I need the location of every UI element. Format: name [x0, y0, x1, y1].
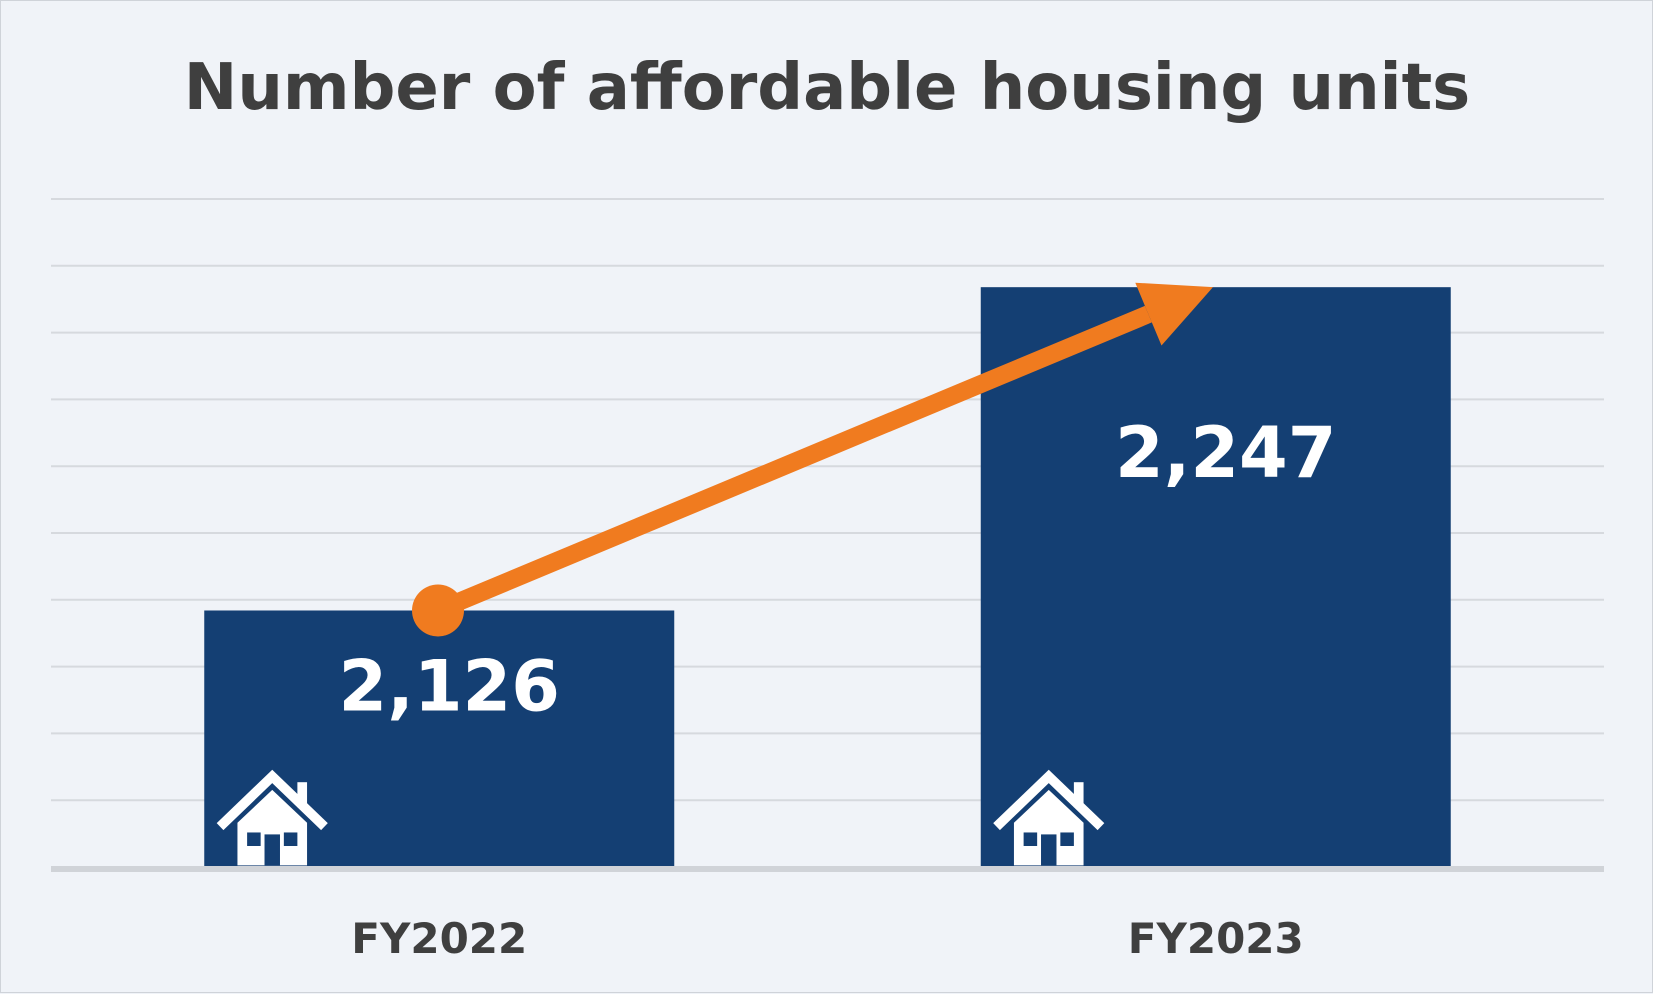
labels: 2,126 FY2022 2,247 FY2023	[339, 412, 1337, 963]
trend-arrow-start-dot	[412, 584, 464, 637]
bar-fy2023	[980, 287, 1451, 867]
trend-arrow-shaft	[434, 305, 1152, 619]
value-label-fy2023: 2,247	[1115, 412, 1336, 494]
chart-title: Number of affordable housing units	[184, 51, 1471, 125]
category-label-fy2023: FY2023	[1128, 914, 1304, 963]
trend-arrow	[412, 282, 1213, 637]
category-label-fy2022: FY2022	[351, 914, 527, 963]
value-label-fy2022: 2,126	[339, 645, 560, 727]
bars	[204, 287, 1451, 867]
trend-arrow-head	[1135, 282, 1213, 346]
